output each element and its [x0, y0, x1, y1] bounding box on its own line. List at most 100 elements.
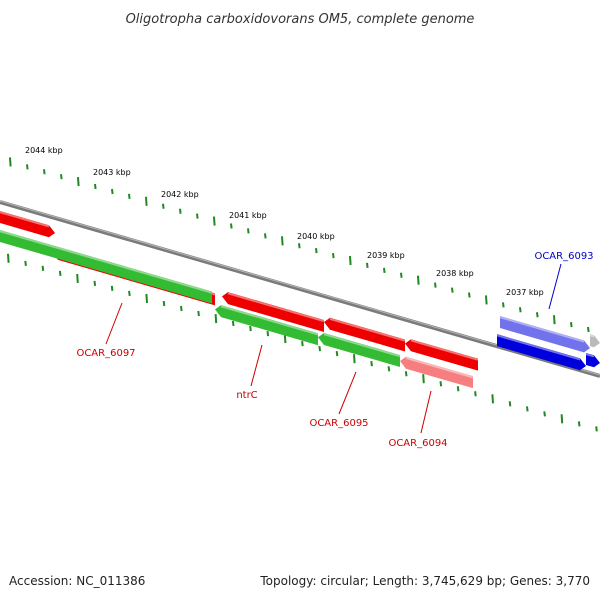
outer-scale-tick	[281, 236, 284, 246]
gene-label-leader	[338, 371, 357, 415]
outer-scale-tick	[366, 262, 369, 269]
inner-scale-tick	[404, 371, 408, 377]
scale-tick-label: 2041 kbp	[229, 211, 267, 220]
outer-scale-tick	[298, 243, 301, 249]
gene-label-OCAR_6097[interactable]: OCAR_6097	[76, 348, 135, 359]
reverse-gene-OCAR_6097[interactable]	[0, 229, 213, 304]
inner-scale-tick	[456, 386, 460, 392]
gene-label-OCAR_6093[interactable]: OCAR_6093	[534, 251, 593, 262]
outer-scale-tick	[417, 275, 420, 285]
scale-tick-label: 2043 kbp	[93, 168, 131, 177]
forward-gene[interactable]	[0, 208, 55, 238]
gene-label-leader	[250, 344, 263, 387]
scale-tick-labels: 2044 kbp 2043 kbp 2042 kbp 2041 kbp 2040 kbp…	[25, 146, 544, 297]
outer-scale-tick	[519, 307, 522, 313]
scale-tick-label: 2044 kbp	[25, 146, 63, 155]
inner-scale-tick	[197, 310, 200, 317]
outer-scale-tick	[230, 223, 233, 229]
inner-scale-tick	[76, 273, 79, 283]
outer-scale-tick	[451, 287, 454, 293]
scale-ticks	[7, 157, 598, 432]
inner-scale-tick	[508, 401, 512, 407]
inner-scale-tick	[526, 406, 529, 412]
outer-scale-tick	[536, 312, 539, 318]
outer-scale-tick	[196, 213, 199, 219]
gene-label-OCAR_6094[interactable]: OCAR_6094	[388, 438, 447, 449]
forward-gene[interactable]	[405, 339, 479, 371]
reverse-gene-ntrC[interactable]	[215, 305, 319, 346]
map-title: Oligotropha carboxidovorans OM5, complet…	[126, 12, 475, 27]
outer-scale-tick	[553, 315, 556, 325]
outer-scale-tick	[332, 252, 335, 259]
outer-scale-tick	[179, 208, 182, 214]
outer-scale-tick	[9, 157, 12, 167]
outer-scale-tick	[247, 228, 250, 234]
outer-scale-tick	[485, 295, 488, 305]
inner-scale-tick	[266, 330, 270, 337]
scale-tick-label: 2039 kbp	[367, 251, 405, 260]
inner-scale-tick	[249, 325, 252, 332]
scale-tick-label: 2040 kbp	[297, 232, 335, 241]
outer-scale-tick	[213, 216, 216, 226]
outer-scale-tick	[315, 248, 318, 254]
accession-text: Accession: NC_011386	[9, 574, 146, 588]
outer-scale-tick	[434, 282, 437, 288]
inner-scale-tick	[335, 351, 339, 357]
gene-label-leader	[105, 302, 123, 345]
inner-scale-tick	[231, 320, 235, 327]
reverse-gene-OCAR_6095[interactable]	[318, 332, 401, 367]
outer-scale-tick	[349, 255, 352, 266]
inner-scale-tick	[301, 340, 304, 347]
scale-tick-label: 2037 kbp	[506, 288, 544, 297]
inner-scale-tick	[93, 280, 97, 287]
inner-scale-tick	[318, 346, 321, 352]
outer-scale-tick	[43, 169, 46, 175]
highlighted-gene-OCAR_6093[interactable]	[499, 316, 590, 353]
inner-scale-tick	[474, 391, 477, 397]
outer-scale-tick	[128, 193, 131, 200]
outer-scale-tick	[570, 321, 573, 328]
inner-scale-tick	[577, 421, 581, 427]
inner-scale-tick	[560, 414, 564, 424]
outer-scale-tick	[502, 302, 505, 308]
outer-scale-tick	[587, 326, 590, 333]
inner-scale-tick	[491, 394, 494, 404]
gene-label-ntrC[interactable]: ntrC	[236, 390, 257, 401]
inner-scale-tick	[214, 313, 218, 324]
gene-label-leader	[548, 263, 562, 310]
gene-label-OCAR_6095[interactable]: OCAR_6095	[309, 418, 368, 429]
inner-scale-tick	[543, 411, 546, 417]
gene-labels: OCAR_6097 ntrC OCAR_6095 OCAR_6094 OCAR_6093	[76, 251, 593, 449]
highlighted-gene-OCAR_6093-lane[interactable]	[496, 334, 586, 371]
inner-scale-tick	[145, 293, 148, 304]
outer-scale-tick	[468, 292, 471, 298]
inner-scale-tick	[422, 374, 425, 384]
outer-scale-tick	[383, 267, 386, 273]
forward-gene[interactable]	[222, 292, 325, 332]
inner-scale-tick	[41, 265, 45, 271]
inner-scale-tick	[353, 354, 356, 364]
scale-tick-label: 2042 kbp	[161, 190, 199, 199]
inner-scale-tick	[595, 426, 598, 432]
outer-scale-tick	[400, 272, 403, 278]
inner-scale-tick	[128, 290, 131, 297]
outer-scale-tick	[26, 164, 29, 170]
inner-scale-tick	[110, 285, 114, 292]
outer-scale-tick	[111, 188, 114, 195]
inner-scale-tick	[162, 300, 166, 307]
inner-scale-tick	[439, 381, 443, 387]
outer-scale-tick	[145, 196, 148, 206]
inner-scale-tick	[387, 366, 391, 372]
outer-scale-tick	[60, 174, 63, 180]
inner-scale-tick	[58, 270, 62, 276]
inner-scale-tick	[7, 253, 10, 263]
outer-scale-tick	[77, 177, 80, 187]
reverse-gene-OCAR_6094[interactable]	[400, 356, 474, 389]
forward-gene[interactable]	[324, 317, 406, 352]
highlighted-gene-OCAR_6093-lane[interactable]	[585, 352, 600, 368]
adjacent-gene[interactable]	[589, 334, 600, 348]
genome-summary-text: Topology: circular; Length: 3,745,629 bp…	[260, 574, 590, 588]
gene-label-leader	[420, 390, 432, 434]
outer-scale-tick	[162, 203, 165, 209]
